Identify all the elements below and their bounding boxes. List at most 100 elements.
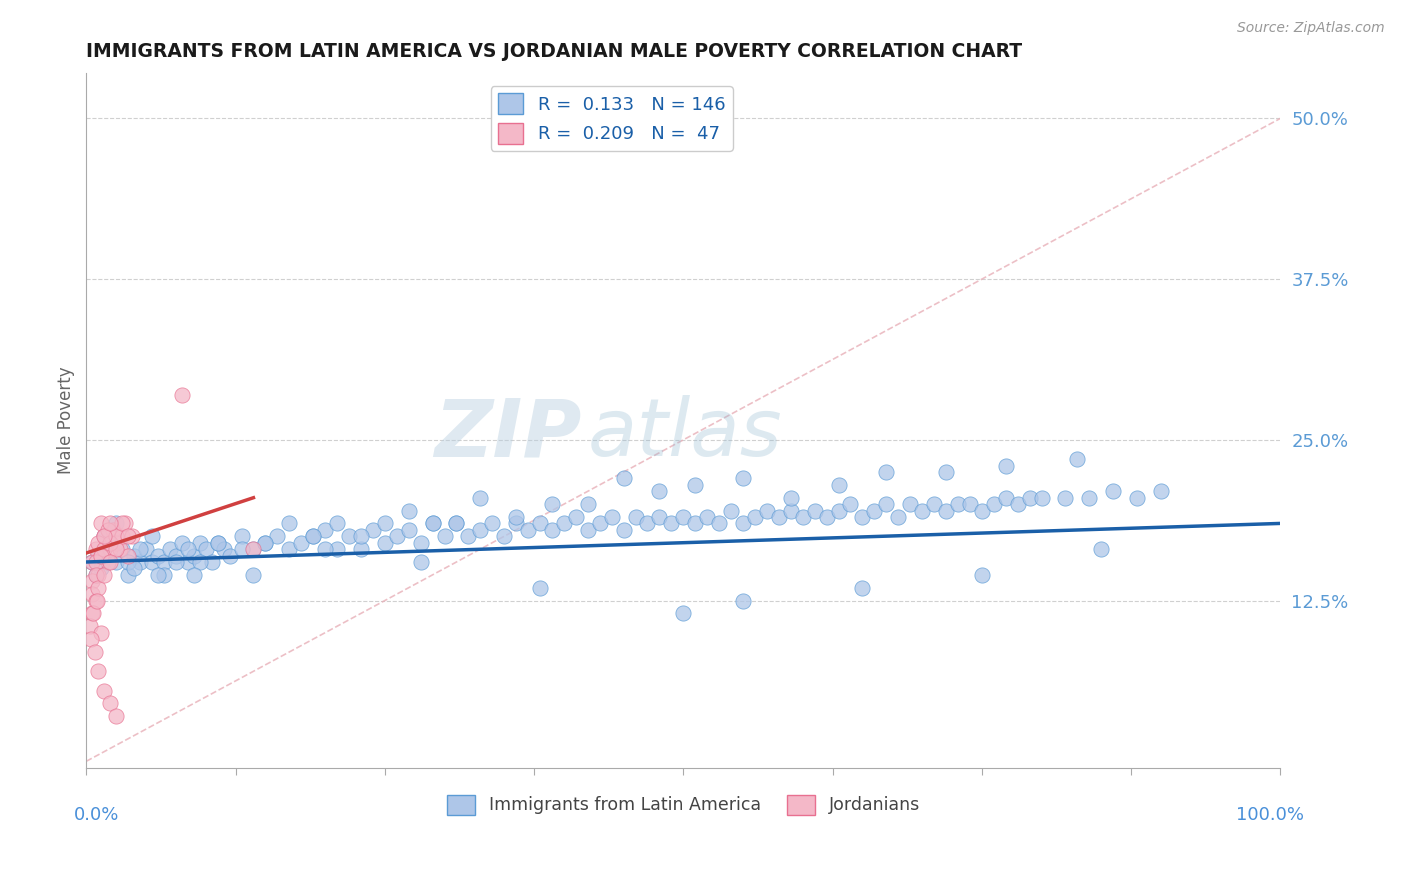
Point (242, 542, 264, 557)
Point (326, 542, 349, 557)
Point (111, 516, 134, 531)
Point (201, 555, 224, 569)
Point (79, 619, 101, 633)
Point (82, 587, 104, 601)
Point (446, 516, 468, 531)
Point (803, 503, 825, 517)
Point (505, 510, 527, 524)
Point (84, 567, 107, 582)
Legend: Immigrants from Latin America, Jordanians: Immigrants from Latin America, Jordanian… (440, 788, 927, 822)
Point (517, 523, 540, 537)
Text: atlas: atlas (588, 395, 783, 474)
Point (212, 542, 235, 557)
Point (97, 523, 120, 537)
Point (121, 529, 143, 543)
Point (672, 510, 695, 524)
Point (84, 542, 107, 557)
Point (529, 581, 551, 595)
Point (815, 510, 838, 524)
Point (553, 516, 575, 531)
Point (183, 567, 205, 582)
Point (302, 529, 325, 543)
Point (84, 593, 107, 607)
Point (141, 555, 163, 569)
Point (93, 529, 115, 543)
Point (648, 484, 671, 499)
Point (177, 542, 200, 557)
Point (129, 555, 152, 569)
Point (1031, 491, 1053, 505)
Point (1078, 491, 1101, 505)
Point (720, 503, 742, 517)
Point (146, 567, 169, 582)
Point (398, 503, 420, 517)
Point (105, 516, 128, 531)
Point (374, 516, 396, 531)
Point (207, 535, 229, 549)
Point (422, 516, 444, 531)
Point (576, 523, 599, 537)
Point (97, 555, 120, 569)
Point (350, 529, 373, 543)
Point (242, 542, 264, 557)
Point (683, 516, 706, 531)
Point (117, 555, 139, 569)
Point (108, 542, 131, 557)
Text: 0.0%: 0.0% (75, 805, 120, 824)
Point (194, 542, 217, 557)
Point (117, 529, 139, 543)
Point (278, 516, 301, 531)
Point (385, 529, 408, 543)
Point (613, 523, 636, 537)
Point (589, 516, 612, 531)
Point (994, 491, 1017, 505)
Point (314, 542, 336, 557)
Point (84, 567, 107, 582)
Point (1102, 484, 1125, 499)
Point (93, 683, 115, 698)
Point (422, 516, 444, 531)
Point (105, 709, 128, 723)
Point (82, 607, 104, 621)
Point (87, 535, 110, 549)
Point (1054, 491, 1077, 505)
Text: Source: ZipAtlas.com: Source: ZipAtlas.com (1237, 21, 1385, 35)
Point (494, 529, 516, 543)
Point (122, 549, 145, 563)
Point (93, 542, 115, 557)
Point (935, 503, 957, 517)
Point (350, 542, 373, 557)
Point (887, 510, 910, 524)
Point (98, 542, 121, 557)
Point (731, 516, 754, 531)
Point (82, 555, 104, 569)
Point (90, 516, 112, 531)
Point (744, 510, 766, 524)
Point (82, 607, 104, 621)
Point (82, 574, 104, 589)
Point (361, 523, 384, 537)
Point (87, 549, 110, 563)
Point (93, 542, 115, 557)
Text: IMMIGRANTS FROM LATIN AMERICA VS JORDANIAN MALE POVERTY CORRELATION CHART: IMMIGRANTS FROM LATIN AMERICA VS JORDANI… (86, 42, 1022, 61)
Point (83, 645, 105, 659)
Point (398, 523, 420, 537)
Point (218, 549, 240, 563)
Point (129, 542, 152, 557)
Point (117, 549, 139, 563)
Point (153, 567, 176, 582)
Point (624, 510, 647, 524)
Point (242, 567, 264, 582)
Text: 100.0%: 100.0% (1236, 805, 1305, 824)
Point (994, 458, 1017, 473)
Point (576, 497, 599, 511)
Point (122, 561, 145, 575)
Text: ZIP: ZIP (434, 395, 582, 474)
Point (111, 529, 134, 543)
Point (672, 607, 695, 621)
Point (755, 503, 778, 517)
Point (117, 567, 139, 582)
Point (98, 535, 121, 549)
Point (696, 510, 718, 524)
Point (87, 581, 110, 595)
